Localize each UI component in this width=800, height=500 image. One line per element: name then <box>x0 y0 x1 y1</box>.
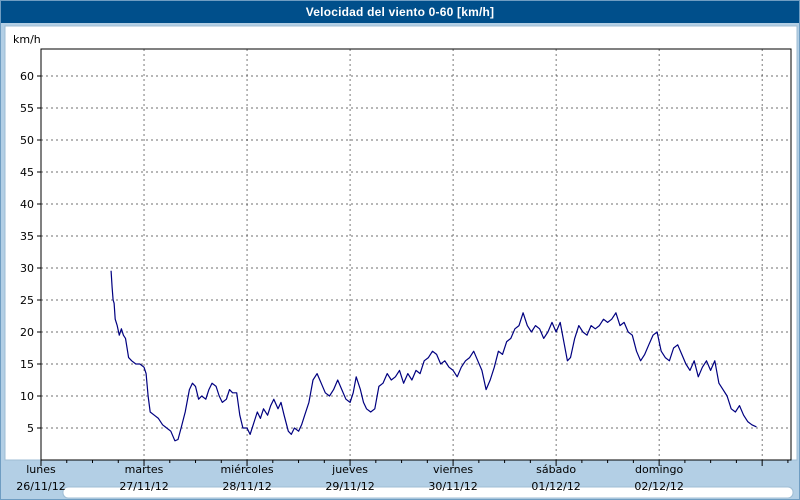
y-axis-unit-label: km/h <box>13 33 41 46</box>
y-tick-label: 10 <box>20 390 34 403</box>
title-bar: Velocidad del viento 0-60 [km/h] <box>1 1 799 23</box>
x-day-date-label: 28/11/12 <box>222 480 271 493</box>
y-tick-label: 35 <box>20 230 34 243</box>
x-day-name-label: domingo <box>635 463 683 476</box>
plot-border <box>40 48 792 461</box>
wind-speed-line <box>110 270 757 442</box>
x-day-name-label: martes <box>125 463 164 476</box>
x-day-name-label: viernes <box>433 463 473 476</box>
y-tick-label: 45 <box>20 166 34 179</box>
x-day-name-label: miércoles <box>220 463 273 476</box>
y-tick-label: 5 <box>27 422 34 435</box>
x-day-date-label: 01/12/12 <box>531 480 580 493</box>
y-tick-label: 30 <box>20 262 34 275</box>
x-day-date-label: 02/12/12 <box>634 480 683 493</box>
x-day-name-label: sábado <box>536 463 576 476</box>
x-day-date-label: 30/11/12 <box>428 480 477 493</box>
x-day-name-label: lunes <box>26 463 56 476</box>
wind-speed-chart: 5 10 15 20 25 30 35 40 45 50 55 60 km/h lunes 26/11/12… <box>4 25 798 499</box>
x-day-date-label: 26/11/12 <box>16 480 65 493</box>
y-tick-label: 55 <box>20 102 34 115</box>
x-day-date-label: 29/11/12 <box>325 480 374 493</box>
chart-panel <box>4 25 798 461</box>
y-tick-label: 60 <box>20 70 34 83</box>
y-tick-label: 25 <box>20 294 34 307</box>
x-day-date-label: 27/11/12 <box>119 480 168 493</box>
y-tick-label: 20 <box>20 326 34 339</box>
y-tick-label: 15 <box>20 358 34 371</box>
x-day-name-label: jueves <box>331 463 368 476</box>
y-tick-label: 50 <box>20 134 34 147</box>
horizontal-scrollbar[interactable] <box>62 486 794 499</box>
chart-title: Velocidad del viento 0-60 [km/h] <box>305 5 495 19</box>
y-tick-label: 40 <box>20 198 34 211</box>
